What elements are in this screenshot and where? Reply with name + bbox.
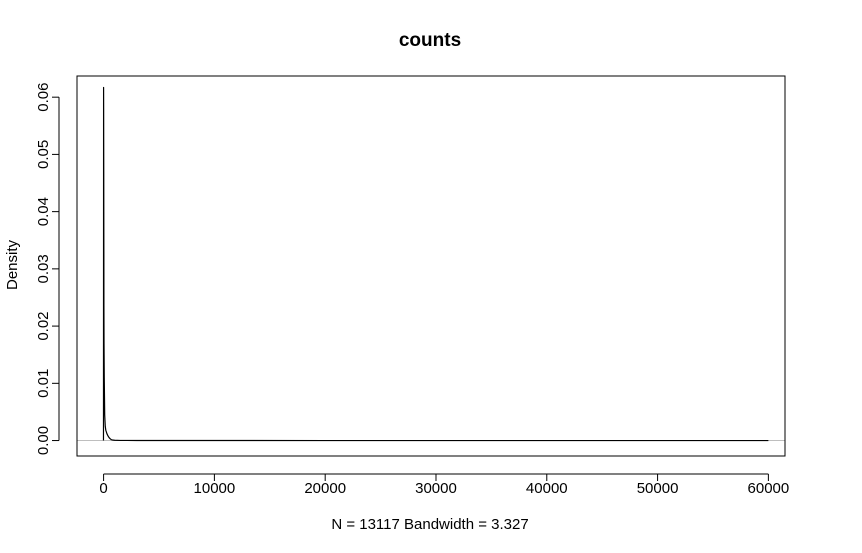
plot-frame (76, 75, 786, 457)
x-tick-label: 50000 (637, 480, 679, 497)
density-curve-0 (102, 86, 769, 442)
x-tick-label: 40000 (526, 480, 568, 497)
x-axis-label: N = 13117 Bandwidth = 3.327 (331, 516, 528, 533)
y-tick-label: 0.01 (35, 369, 52, 398)
y-tick-label: 0.04 (35, 197, 52, 226)
y-axis-label: Density (4, 239, 21, 290)
x-tick-label: 60000 (748, 480, 790, 497)
x-tick-label: 10000 (194, 480, 236, 497)
x-tick-label: 20000 (304, 480, 346, 497)
plot-area: 0 10000 20000 30000 40000 50000 60000 0.00 0.01 0… (35, 75, 790, 497)
y-tick-label: 0.06 (35, 83, 52, 112)
y-tick-label: 0.00 (35, 426, 52, 455)
y-tick-label: 0.02 (35, 311, 52, 340)
chart-title: counts (399, 30, 461, 51)
y-tick-label: 0.05 (35, 140, 52, 169)
x-tick-label: 30000 (415, 480, 457, 497)
y-tick-label: 0.03 (35, 254, 52, 283)
x-tick-label: 0 (99, 480, 107, 497)
